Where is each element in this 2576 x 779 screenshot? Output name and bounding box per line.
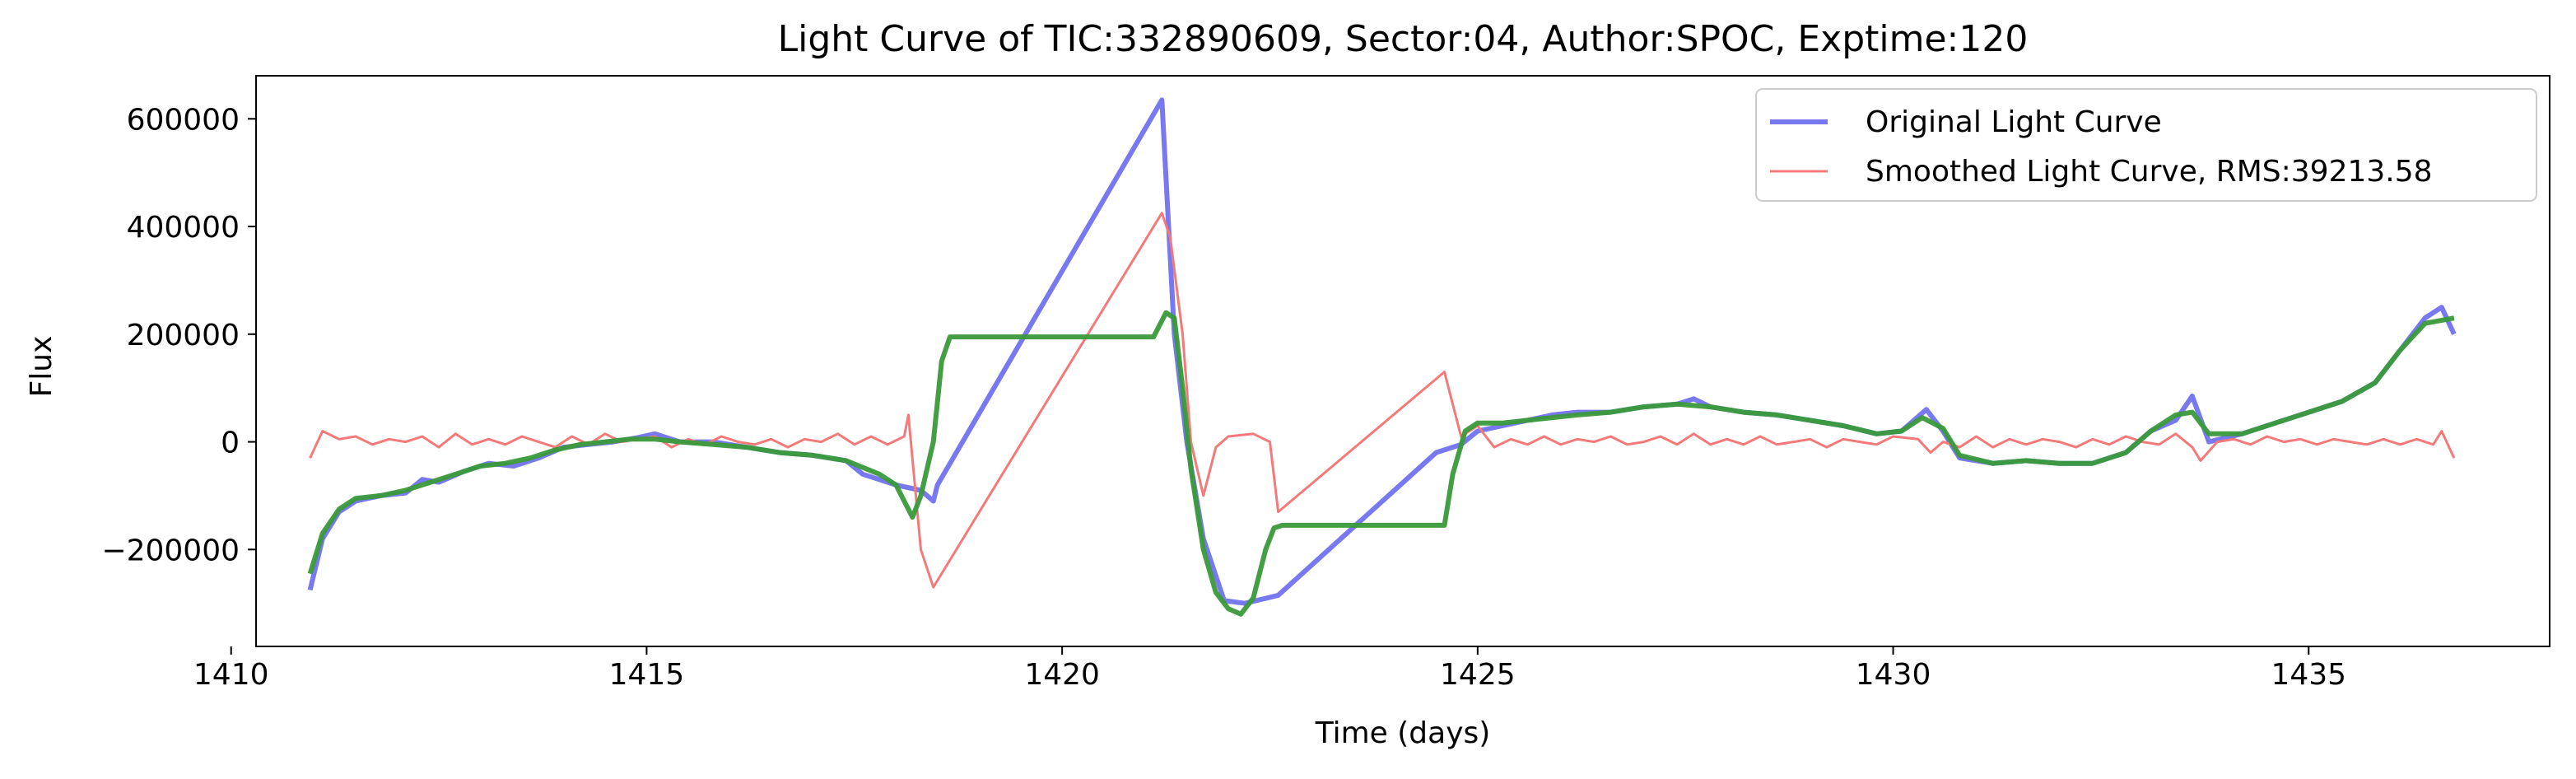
x-tick-label: 1415	[609, 658, 685, 692]
y-tick-label: 400000	[127, 211, 240, 245]
x-axis-label: Time (days)	[1315, 716, 1491, 750]
series-line-fit	[307, 310, 2455, 617]
y-tick-label: −200000	[101, 534, 240, 567]
x-axis: 1410 1415 1420 1425 1430 1435	[193, 646, 2346, 692]
x-tick-label: 1425	[1440, 658, 1516, 692]
y-tick-label: 600000	[127, 103, 240, 137]
plot-frame	[255, 75, 2550, 647]
x-tick-label: 1420	[1024, 658, 1100, 692]
legend-label-original: Original Light Curve	[1866, 105, 2162, 139]
y-axis: −200000 0 200000 400000 600000	[101, 103, 256, 567]
chart-title: Light Curve of TIC:332890609, Sector:04,…	[778, 18, 2029, 60]
legend-label-smoothed: Smoothed Light Curve, RMS:39213.58	[1866, 155, 2433, 189]
y-tick-label: 200000	[127, 319, 240, 352]
y-axis-label: Flux	[25, 336, 58, 398]
legend-box	[1755, 88, 2537, 202]
series-layer	[307, 97, 2457, 617]
x-tick-label: 1435	[2271, 658, 2346, 692]
y-tick-label: 0	[221, 427, 240, 460]
x-tick-label: 1410	[193, 658, 269, 692]
x-tick-label: 1430	[1856, 658, 1931, 692]
legend: Original Light Curve Smoothed Light Curv…	[1755, 88, 2537, 202]
